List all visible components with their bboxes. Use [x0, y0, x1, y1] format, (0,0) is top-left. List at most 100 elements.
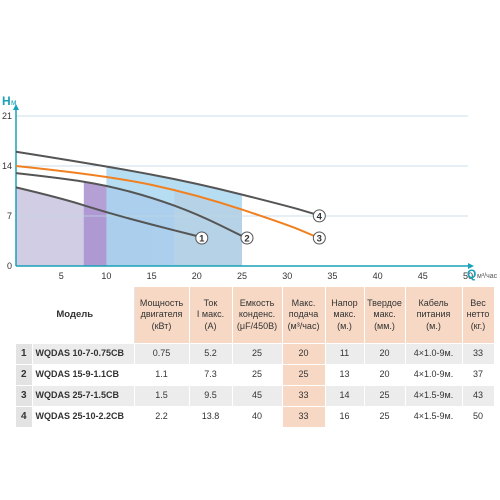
- header-solid-1: Твердое: [367, 298, 402, 309]
- header-solid-2: макс.: [373, 309, 396, 320]
- y-axis-unit: м: [11, 98, 17, 107]
- cell-cable: 4×1.0-9м.: [405, 343, 463, 365]
- y-tick-label: 21: [2, 111, 12, 121]
- cell-flow: 20: [282, 343, 326, 365]
- x-tick-label: 20: [192, 271, 202, 281]
- x-tick-label: 5: [59, 271, 64, 281]
- header-weight-1: Вес: [470, 298, 486, 309]
- header-cable-1: Кабель: [418, 298, 449, 309]
- header-solid: Твердое макс. (мм.): [364, 287, 406, 344]
- cell-cable: 4×1.5-9м.: [405, 406, 463, 428]
- header-weight-3: (кг.): [470, 320, 486, 331]
- x-tick-label: 40: [373, 271, 383, 281]
- cell-current: 9.5: [189, 385, 233, 407]
- cell-solid: 25: [364, 406, 406, 428]
- x-tick-label: 10: [101, 271, 111, 281]
- curve-labels: 1 2 3 4: [195, 209, 326, 245]
- curve-2: [15, 172, 243, 237]
- header-cable-3: (м.): [426, 320, 441, 331]
- header-capacitor: Емкость конденс. (μF/450B): [232, 287, 283, 344]
- cell-solid: 20: [364, 343, 406, 365]
- cell-current: 5.2: [189, 343, 233, 365]
- y-axis-label: H: [2, 94, 11, 108]
- x-tick-label: 15: [147, 271, 157, 281]
- x-tick-label: 50: [463, 271, 473, 281]
- header-power-1: Мощность: [139, 298, 184, 309]
- cell-current: 7.3: [189, 364, 233, 386]
- header-flow-1: Макс.: [291, 298, 316, 309]
- x-tick-label: 45: [418, 271, 428, 281]
- header-model: Модель: [16, 287, 135, 344]
- table-row: 1 WQDAS 10-7-0.75CB 0.75 5.2 25 20 11 20…: [16, 343, 495, 365]
- curve-label-4: 4: [317, 211, 323, 222]
- cell-weight: 33: [462, 343, 495, 365]
- cell-head: 14: [325, 385, 365, 407]
- cell-head: 16: [325, 406, 365, 428]
- cell-weight: 37: [462, 364, 495, 386]
- header-flow-3: (м³/час): [287, 320, 320, 331]
- curve-label-circle-3: [312, 231, 326, 245]
- curve-label-circle-2: [240, 231, 254, 245]
- header-capacitor-3: (μF/450B): [236, 320, 278, 331]
- curve-1: [15, 186, 198, 237]
- header-power-2: двигателя: [140, 309, 183, 320]
- axes: [13, 104, 474, 269]
- header-current-2: I макс.: [196, 309, 225, 320]
- axis-titles: H м Q м³/час: [2, 94, 498, 281]
- header-cable: Кабель питания (м.): [405, 287, 463, 344]
- curve-label-circle-1: [195, 231, 209, 245]
- row-number: 3: [16, 385, 33, 407]
- cell-flow: 25: [282, 364, 326, 386]
- header-head-1: Напор: [331, 298, 358, 309]
- header-flow-2: подача: [288, 309, 319, 320]
- table-header-row: Модель Мощность двигателя (кВт) Ток I макс.…: [16, 287, 495, 344]
- header-head: Напор макс. (м.): [325, 287, 365, 344]
- curve-3: [15, 165, 315, 237]
- cell-capacitor: 45: [232, 385, 283, 407]
- model-name: WQDAS 15-9-1.1CB: [32, 364, 135, 386]
- cell-head: 13: [325, 364, 365, 386]
- header-head-2: макс.: [333, 309, 356, 320]
- curve-label-circle-4: [312, 209, 326, 223]
- header-power: Мощность двигателя (кВт): [134, 287, 190, 344]
- y-axis-arrow: [13, 104, 19, 110]
- header-weight-2: нетто: [466, 309, 490, 320]
- curve-label-2: 2: [244, 234, 249, 245]
- cell-power: 2.2: [134, 406, 190, 428]
- model-name: WQDAS 25-10-2.2CB: [32, 406, 135, 428]
- cell-flow: 33: [282, 406, 326, 428]
- curve-label-1: 1: [199, 234, 205, 245]
- spec-table: Модель Мощность двигателя (кВт) Ток I макс.…: [16, 287, 495, 428]
- curves: [15, 150, 315, 237]
- model-name: WQDAS 10-7-0.75CB: [32, 343, 135, 365]
- x-axis-unit: м³/час: [477, 273, 498, 280]
- cell-solid: 25: [364, 385, 406, 407]
- header-weight: Вес нетто (кг.): [462, 287, 495, 344]
- y-tick-label: 7: [7, 211, 12, 221]
- header-flow: Макс. подача (м³/час): [282, 287, 326, 344]
- header-current: Ток I макс. (A): [189, 287, 233, 344]
- cell-weight: 50: [462, 406, 495, 428]
- cell-flow: 33: [282, 385, 326, 407]
- cell-capacitor: 25: [232, 364, 283, 386]
- header-current-1: Ток: [203, 298, 218, 309]
- cell-capacitor: 25: [232, 343, 283, 365]
- cell-head: 11: [325, 343, 365, 365]
- y-tick-label: 0: [7, 261, 12, 271]
- pump-performance-chart: 0 7 14 21 5 10 15 20 25 30 35 40 45 50 1 2 3 4 H м Q м³/…: [2, 94, 498, 281]
- header-head-3: (м.): [337, 320, 352, 331]
- cell-cable: 4×1.5-9м.: [405, 385, 463, 407]
- header-capacitor-1: Емкость: [239, 298, 275, 309]
- header-solid-3: (мм.): [374, 320, 395, 331]
- x-axis-label: Q: [467, 267, 476, 281]
- model-name: WQDAS 25-7-1.5CB: [32, 385, 135, 407]
- header-cable-2: питания: [416, 309, 451, 320]
- cell-cable: 4×1.0-9м.: [405, 364, 463, 386]
- row-number: 1: [16, 343, 33, 365]
- table-row: 3 WQDAS 25-7-1.5CB 1.5 9.5 45 33 14 25 4…: [16, 385, 495, 407]
- cell-power: 0.75: [134, 343, 190, 365]
- cell-current: 13.8: [189, 406, 233, 428]
- operating-zones: [16, 166, 243, 266]
- curve-4: [15, 150, 315, 215]
